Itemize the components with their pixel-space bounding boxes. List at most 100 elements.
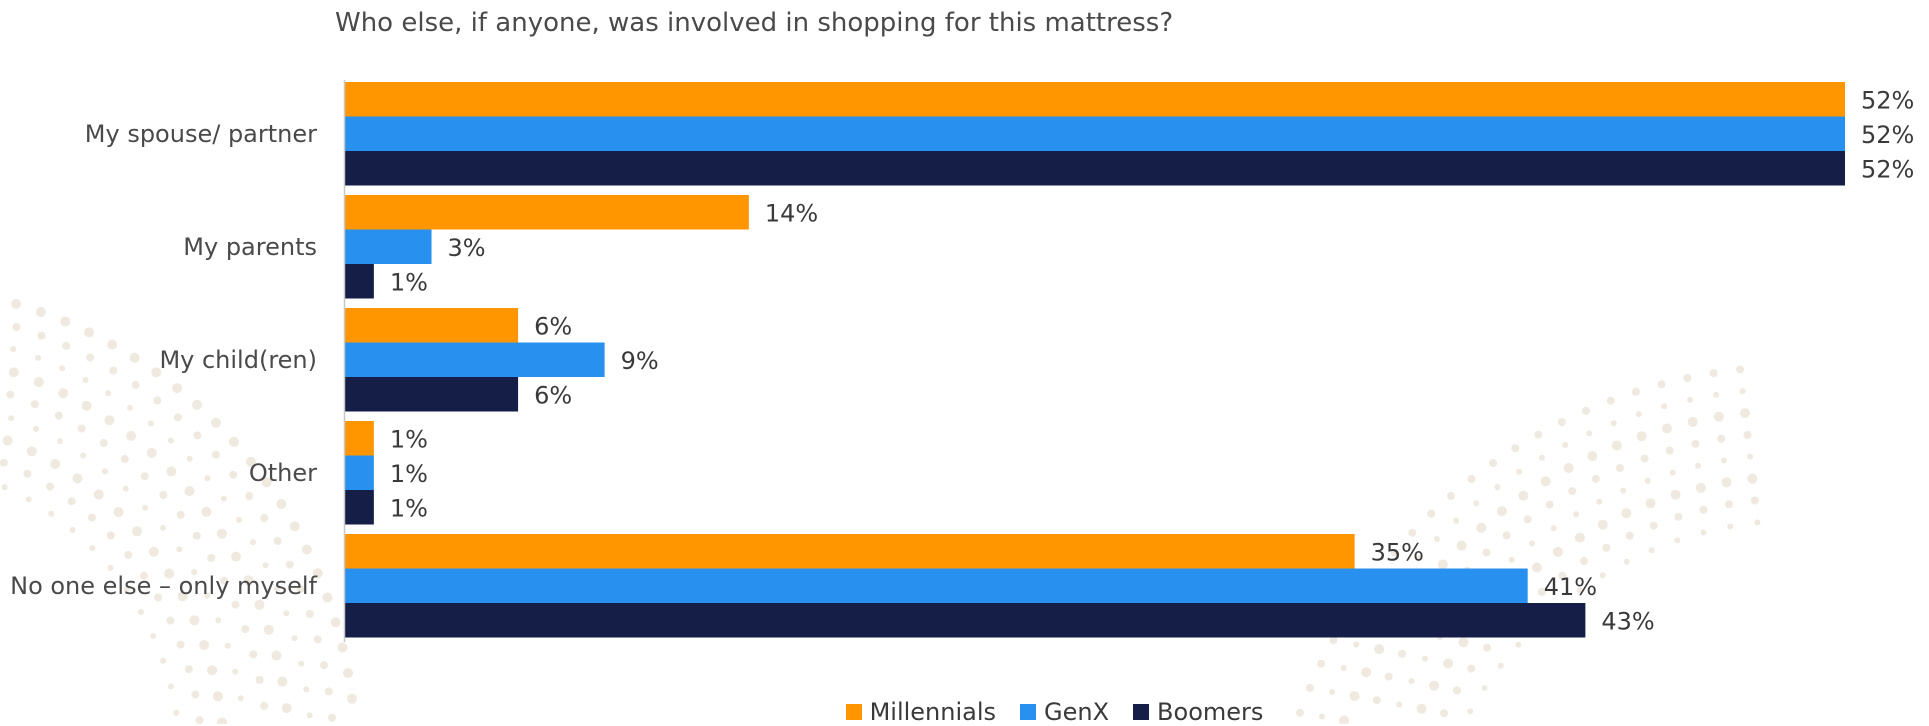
bar-millennials — [345, 308, 519, 343]
background-dot — [1534, 430, 1543, 439]
legend: Millennials GenX Boomers — [0, 698, 1929, 726]
background-dot — [1473, 500, 1480, 507]
background-dot — [243, 575, 254, 586]
background-dot — [1665, 446, 1674, 455]
background-dot — [1648, 547, 1655, 554]
background-dot — [80, 452, 87, 459]
background-dot — [1317, 659, 1326, 668]
background-dot — [1537, 587, 1546, 596]
background-dot — [1518, 490, 1529, 501]
category-label: My child(ren) — [159, 346, 317, 374]
background-dot — [192, 531, 201, 540]
background-dot — [1674, 512, 1683, 521]
background-dot — [122, 485, 129, 492]
background-dot — [229, 470, 238, 479]
background-dot — [195, 716, 204, 724]
background-dot — [1374, 644, 1385, 655]
bar-boomers — [345, 151, 1845, 186]
background-dot — [1349, 691, 1360, 702]
background-dot — [306, 712, 313, 719]
background-dot — [260, 514, 269, 522]
background-dot — [1515, 641, 1522, 648]
background-dot — [1644, 477, 1651, 484]
background-dot — [231, 551, 241, 562]
background-dot — [164, 568, 175, 579]
background-dot — [126, 430, 137, 441]
background-dot — [37, 331, 46, 340]
background-dot — [109, 366, 118, 375]
bar-boomers — [345, 490, 374, 525]
background-dot — [322, 592, 333, 603]
background-dot — [87, 513, 96, 522]
background-dot — [296, 585, 305, 593]
background-dot — [1611, 440, 1622, 451]
background-dot — [343, 668, 353, 678]
background-dot — [217, 717, 227, 724]
background-dot — [1713, 391, 1720, 398]
background-dot — [26, 446, 37, 457]
background-dot — [62, 341, 71, 350]
background-dot — [176, 546, 183, 553]
background-dot — [291, 635, 298, 642]
background-dot — [301, 544, 312, 555]
background-dot — [120, 455, 129, 463]
background-dot — [1687, 416, 1698, 427]
background-dot — [1636, 431, 1647, 442]
background-dot — [1669, 469, 1676, 476]
background-dot — [229, 436, 239, 447]
background-dot — [54, 411, 63, 420]
background-dot — [67, 497, 76, 506]
bar-millennials — [345, 421, 374, 456]
data-label-boomers: 6% — [534, 381, 572, 409]
background-dot — [1620, 487, 1627, 494]
data-label-boomers: 1% — [390, 268, 428, 296]
legend-swatch-genx — [1020, 704, 1037, 720]
background-dot — [1700, 529, 1707, 536]
background-dot — [1329, 689, 1336, 695]
background-dot — [1319, 713, 1325, 720]
background-dot — [1481, 685, 1488, 691]
background-dot — [1623, 558, 1630, 565]
background-dot — [337, 642, 348, 653]
background-dot — [245, 492, 254, 500]
background-dot — [1467, 474, 1476, 483]
background-dot — [30, 400, 39, 409]
background-dot — [35, 354, 41, 361]
background-dot — [1615, 464, 1624, 472]
background-dot — [1390, 548, 1399, 557]
background-dot — [330, 617, 341, 628]
background-dot — [192, 399, 202, 410]
background-dot — [204, 592, 211, 599]
data-label-boomers: 43% — [1601, 607, 1654, 635]
category-label: Other — [249, 459, 317, 487]
background-dot — [10, 346, 17, 353]
background-dot — [72, 473, 83, 484]
background-dot — [82, 377, 89, 383]
background-dot — [1558, 571, 1567, 580]
background-dot — [1739, 388, 1746, 395]
background-dot — [1747, 473, 1758, 484]
bar-boomers — [345, 264, 374, 299]
background-dot — [201, 506, 212, 517]
background-dot — [1586, 430, 1593, 437]
background-dot — [11, 298, 22, 309]
background-dot — [1339, 715, 1350, 724]
background-dot — [1750, 496, 1759, 505]
background-dot — [1573, 511, 1580, 518]
background-dot — [1416, 703, 1427, 714]
background-dot — [146, 448, 157, 458]
background-dot — [1372, 696, 1381, 705]
background-dot — [273, 585, 280, 592]
background-dot — [1725, 500, 1734, 509]
data-label-genx: 9% — [621, 347, 659, 375]
background-dot — [1649, 521, 1658, 530]
background-dot — [207, 553, 216, 562]
background-dot — [153, 396, 162, 405]
background-dot — [1720, 457, 1727, 464]
background-dot — [1437, 559, 1448, 570]
background-dot — [1511, 444, 1520, 453]
background-dot — [204, 475, 211, 482]
background-dot — [1721, 477, 1732, 488]
background-dot — [237, 695, 244, 702]
background-dot — [1631, 387, 1640, 396]
